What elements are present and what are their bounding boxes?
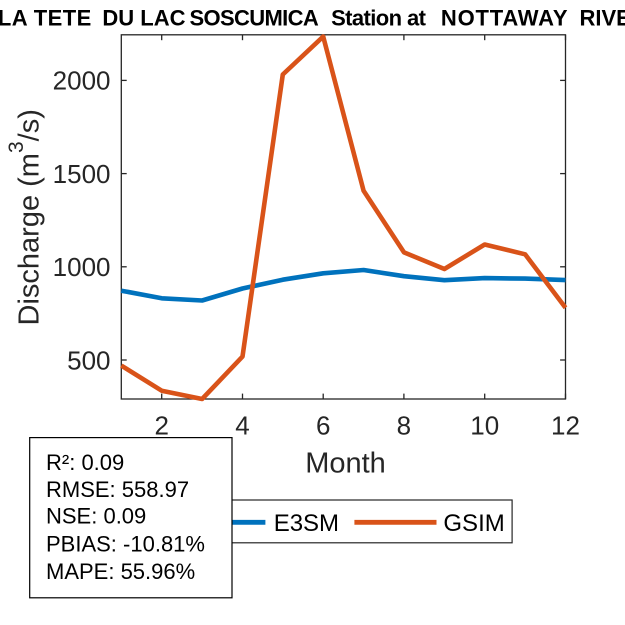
svg-text:RMSE: 558.97: RMSE: 558.97 [46,477,189,502]
svg-text:500: 500 [67,345,110,375]
svg-text:8: 8 [397,410,411,440]
svg-text:1000: 1000 [53,252,111,282]
svg-text:R²: 0.09: R²: 0.09 [46,450,124,475]
svg-text:MAPE: 55.96%: MAPE: 55.96% [46,559,195,584]
svg-text:2: 2 [154,410,168,440]
svg-text:2000: 2000 [53,66,111,96]
svg-text:PBIAS: -10.81%: PBIAS: -10.81% [46,532,205,557]
svg-text:4: 4 [235,410,249,440]
svg-text:NSE: 0.09: NSE: 0.09 [46,504,146,529]
svg-text:6: 6 [316,410,330,440]
svg-text:12: 12 [551,410,580,440]
svg-text:E3SM: E3SM [274,510,339,537]
svg-text:Month: Month [305,448,386,480]
svg-text:GSIM: GSIM [443,510,504,537]
svg-text:1500: 1500 [53,159,111,189]
svg-text:10: 10 [470,410,499,440]
